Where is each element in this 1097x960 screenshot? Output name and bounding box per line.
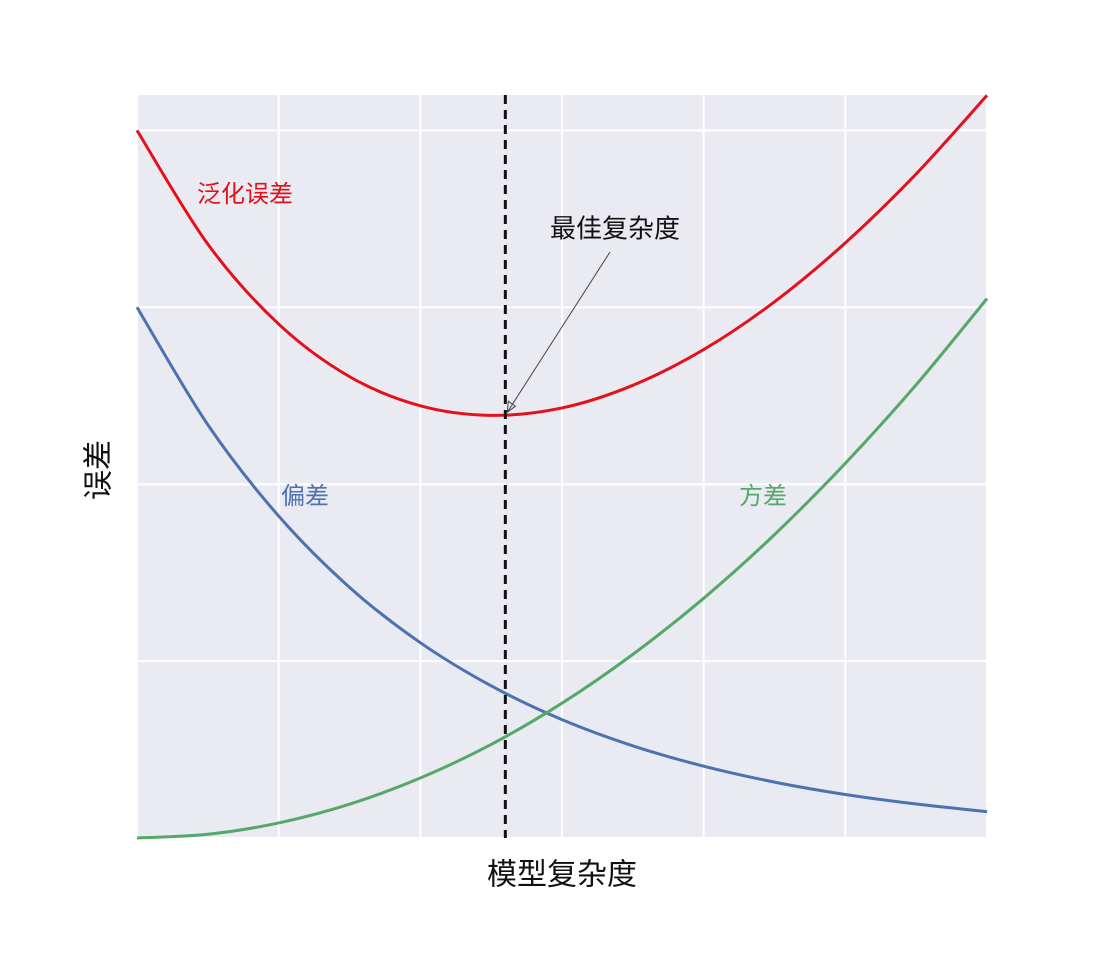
arrow-head: [506, 400, 517, 414]
annotation-arrow: [506, 251, 611, 413]
line-series: [135, 306, 988, 814]
annotation: 最佳复杂度: [550, 215, 680, 245]
series-label: 泛化误差: [197, 180, 293, 208]
x-axis-label: 模型复杂度: [487, 858, 637, 893]
series-label: 偏差: [281, 482, 329, 510]
line-series: [136, 297, 989, 840]
line-series: [135, 94, 989, 417]
y-axis-label: 误差: [82, 440, 117, 500]
series-label: 方差: [739, 482, 787, 510]
